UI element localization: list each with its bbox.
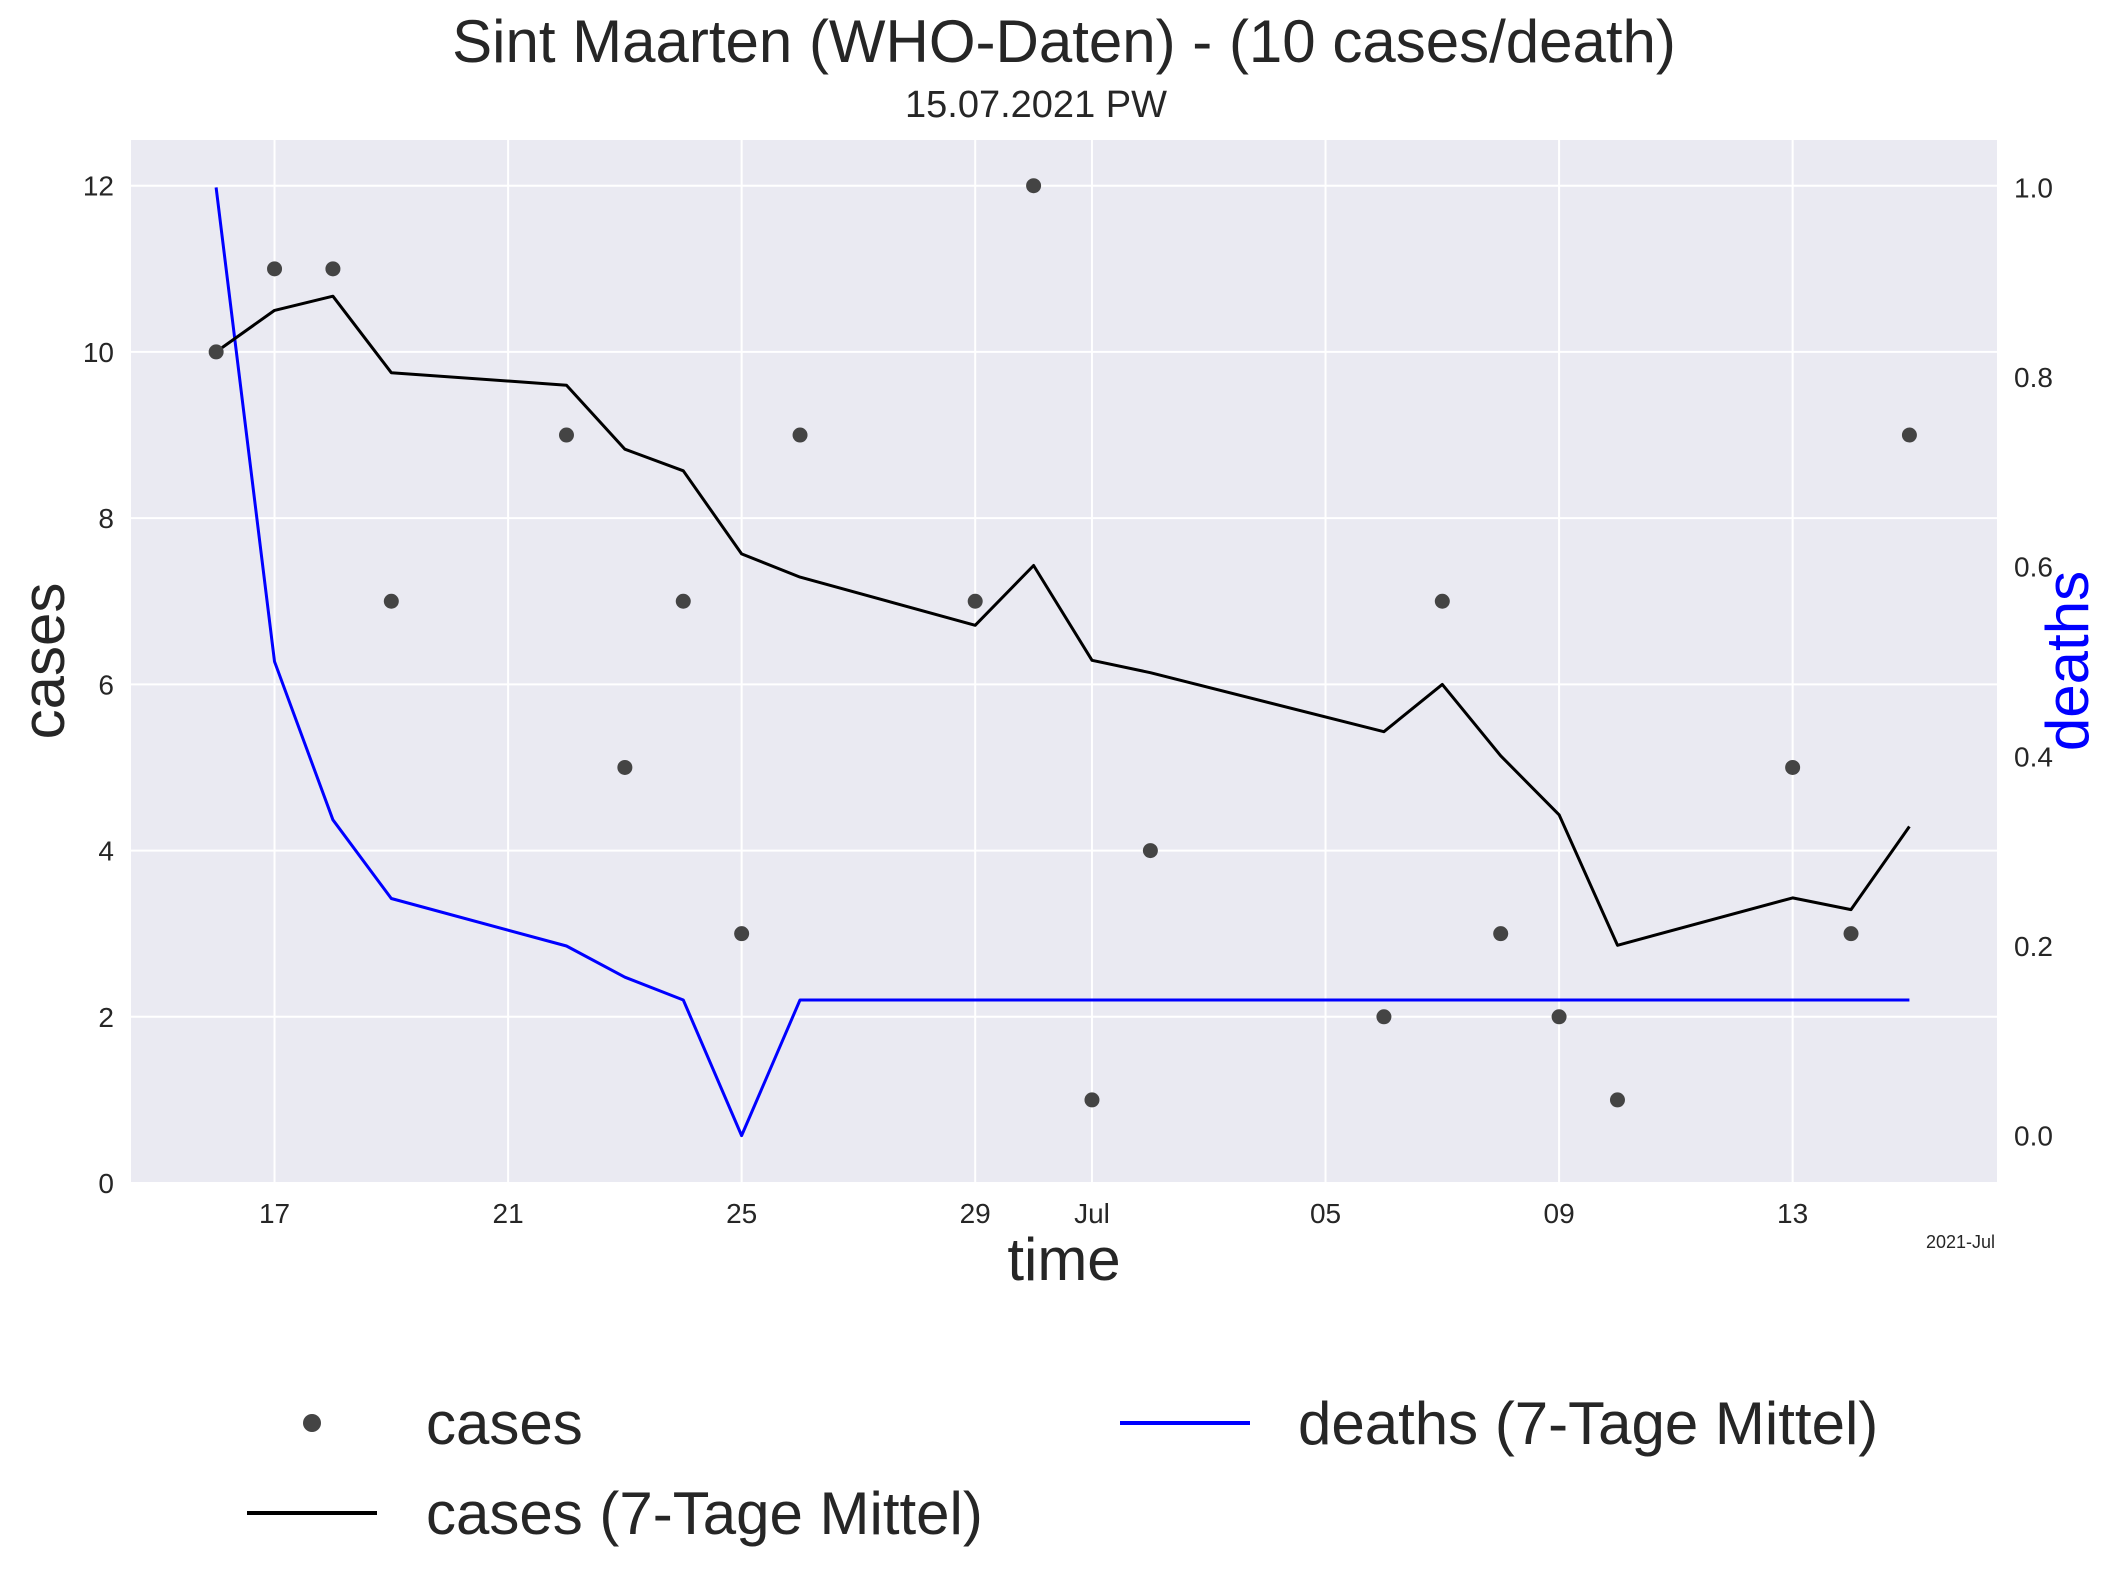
y-tick-label: 4	[98, 836, 114, 867]
legend-deaths-avg-label: deaths (7-Tage Mittel)	[1298, 1390, 1878, 1457]
y2-tick-label: 0.8	[2014, 362, 2053, 393]
y2-tick-labels: 0.0 0.2 0.4 0.6 0.8 1.0	[2014, 172, 2053, 1151]
y-tick-label: 2	[98, 1002, 114, 1033]
legend: cases cases (7-Tage Mittel) deaths (7-Ta…	[247, 1390, 1878, 1547]
x-tick-label: Jul	[1074, 1198, 1110, 1229]
plot-area	[131, 140, 1997, 1183]
y2-tick-label: 0.2	[2014, 931, 2053, 962]
cases-point	[1026, 178, 1042, 194]
y-axis-label: cases	[10, 583, 77, 740]
x-tick-label: 17	[259, 1198, 290, 1229]
y-tick-label: 8	[98, 503, 114, 534]
cases-point	[675, 593, 691, 609]
cases-7day-avg-line	[215, 294, 1911, 947]
x-tick-label: 09	[1544, 1198, 1575, 1229]
cases-point	[1376, 1009, 1392, 1025]
legend-cases-avg-label: cases (7-Tage Mittel)	[426, 1480, 983, 1547]
cases-point	[1843, 926, 1859, 942]
y-tick-label: 12	[83, 171, 114, 202]
y-tick-label: 0	[98, 1168, 114, 1199]
x-axis-label: time	[1007, 1226, 1120, 1293]
cases-point	[1785, 759, 1801, 775]
cases-point	[1609, 1092, 1625, 1108]
x-tick-labels: 17 21 25 29 Jul 05 09 13	[259, 1198, 1808, 1229]
x-offset-label: 2021-Jul	[1926, 1232, 1995, 1252]
y-tick-label: 10	[83, 337, 114, 368]
y2-tick-label: 0.0	[2014, 1121, 2053, 1152]
x-tick-label: 13	[1777, 1198, 1808, 1229]
legend-cases-marker	[303, 1414, 321, 1432]
grid-lines	[131, 140, 1997, 1184]
y-tick-labels: 0 2 4 6 8 10 12	[83, 171, 114, 1199]
cases-point	[383, 593, 399, 609]
cases-point	[1901, 427, 1917, 443]
cases-point	[617, 759, 633, 775]
cases-point	[267, 261, 283, 277]
cases-point	[1142, 843, 1158, 859]
x-tick-label: 29	[960, 1198, 991, 1229]
chart-subtitle: 15.07.2021 PW	[905, 84, 1167, 126]
chart-title: Sint Maarten (WHO-Daten) - (10 cases/dea…	[452, 8, 1676, 75]
deaths-7day-avg-line	[214, 187, 1910, 1138]
cases-point	[734, 926, 750, 942]
x-tick-label: 21	[493, 1198, 524, 1229]
y2-tick-label: 0.4	[2014, 741, 2053, 772]
y-tick-label: 6	[98, 669, 114, 700]
cases-point	[558, 427, 574, 443]
cases-point	[1434, 593, 1450, 609]
y2-axis-label: deaths	[2034, 571, 2101, 751]
legend-cases-label: cases	[426, 1390, 583, 1457]
x-tick-label: 05	[1310, 1198, 1341, 1229]
cases-point	[1551, 1009, 1567, 1025]
cases-point	[792, 427, 808, 443]
cases-point	[325, 261, 341, 277]
cases-point	[1493, 926, 1509, 942]
cases-point	[1084, 1092, 1100, 1108]
cases-point	[208, 344, 224, 360]
series-layer	[208, 178, 1917, 1138]
x-tick-label: 25	[726, 1198, 757, 1229]
cases-point	[967, 593, 983, 609]
y2-tick-label: 0.6	[2014, 552, 2053, 583]
y2-tick-label: 1.0	[2014, 172, 2053, 203]
